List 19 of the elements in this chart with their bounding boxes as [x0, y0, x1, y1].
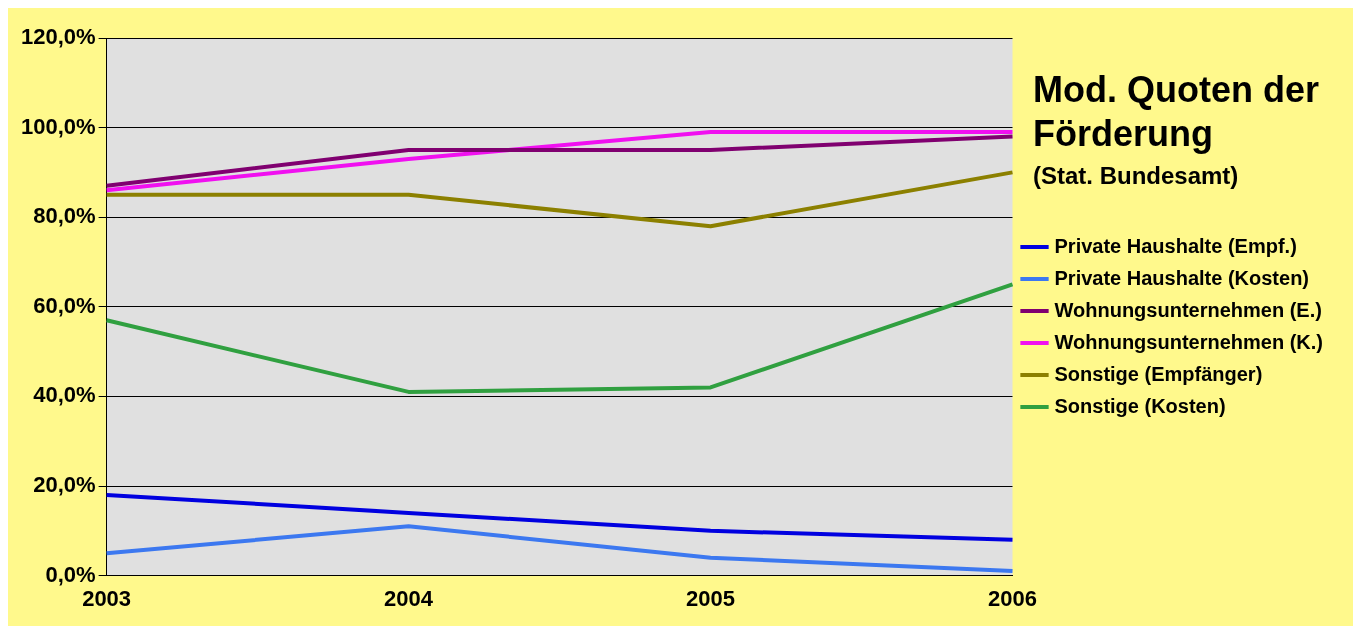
- x-tick-label: 2006: [988, 585, 1037, 611]
- x-tick-label: 2005: [686, 585, 736, 611]
- x-tick-label: 2003: [82, 585, 132, 611]
- y-tick-label: 40,0%: [33, 382, 96, 408]
- legend-label: Private Haushalte (Empf.): [1054, 234, 1297, 257]
- legend-label: Sonstige (Kosten): [1054, 394, 1226, 417]
- legend-label: Wohnungsunternehmen (E.): [1054, 298, 1322, 321]
- legend-label: Sonstige (Empfänger): [1054, 362, 1263, 385]
- text: Mod. Quoten der Förderung: [1033, 68, 1320, 156]
- y-tick-label: 120,0%: [20, 24, 96, 50]
- text: (Stat. Bundesamt): [1033, 162, 1240, 190]
- legend-label: Wohnungsunternehmen (K.): [1054, 330, 1323, 353]
- legend-label: Private Haushalte (Kosten): [1054, 266, 1310, 289]
- y-tick-label: 80,0%: [33, 203, 96, 229]
- y-tick-label: 100,0%: [20, 113, 96, 139]
- y-tick-label: 60,0%: [33, 292, 96, 318]
- x-tick-label: 2004: [384, 585, 434, 611]
- y-tick-label: 0,0%: [45, 561, 96, 587]
- y-tick-label: 20,0%: [33, 472, 96, 498]
